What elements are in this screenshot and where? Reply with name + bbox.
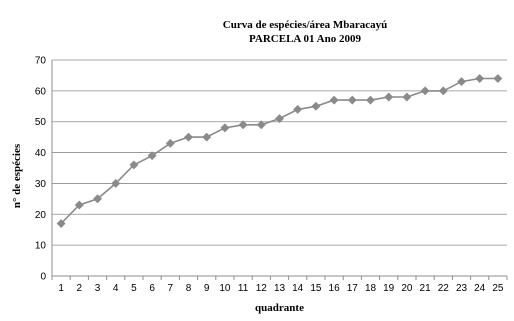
y-tick-label: 40 xyxy=(35,148,47,159)
x-tick-label: 25 xyxy=(492,283,504,294)
data-point-marker xyxy=(183,132,194,142)
gridlines xyxy=(52,59,507,246)
y-tick-label: 30 xyxy=(35,179,47,190)
x-tick-label: 19 xyxy=(383,283,395,294)
data-point-marker xyxy=(438,86,448,96)
chart-title-line1: Curva de espécies/área Mbaracayú xyxy=(223,19,387,31)
y-axis-title: n° de espécies xyxy=(11,143,23,208)
data-point-marker xyxy=(238,120,248,130)
x-tick-label: 11 xyxy=(238,283,249,294)
data-point-marker xyxy=(56,218,66,229)
data-point-marker xyxy=(293,104,303,114)
y-tick-label: 10 xyxy=(35,241,47,252)
x-axis-title: quadrante xyxy=(255,302,304,314)
data-point-marker xyxy=(384,92,394,102)
data-point-marker xyxy=(329,95,339,105)
x-tick-label: 16 xyxy=(329,283,341,294)
x-tick-label: 21 xyxy=(420,283,432,294)
x-tick-label: 12 xyxy=(256,283,268,294)
y-tick-label: 70 xyxy=(35,56,47,67)
series-line xyxy=(60,77,498,225)
y-tick-label: 60 xyxy=(35,86,47,97)
data-point-marker xyxy=(165,138,175,148)
x-tick-label: 13 xyxy=(274,283,286,294)
data-point-marker xyxy=(456,77,467,87)
data-markers xyxy=(56,73,503,229)
x-tick-labels: 1 2 3 4 5 6 7 8 9 10 11 12 13 14 15 16 17 18 19 20 21 22 23 24 2… xyxy=(58,283,504,294)
x-tick-label: 7 xyxy=(168,283,174,294)
data-point-marker xyxy=(274,114,285,124)
x-tick-label: 4 xyxy=(113,283,119,294)
x-tick-label: 3 xyxy=(95,283,101,294)
x-tick-label: 17 xyxy=(347,283,359,294)
data-point-marker xyxy=(311,101,321,111)
x-tick-label: 14 xyxy=(292,283,304,294)
data-point-marker xyxy=(129,160,139,170)
y-tick-label: 0 xyxy=(40,272,46,283)
x-tick-marks xyxy=(51,276,508,280)
x-tick-label: 23 xyxy=(456,283,468,294)
x-tick-label: 2 xyxy=(77,283,83,294)
y-tick-labels: 0 10 20 30 40 50 60 70 xyxy=(35,56,47,283)
y-tick-label: 50 xyxy=(35,117,47,128)
y-tick-label: 20 xyxy=(35,210,47,221)
data-point-marker xyxy=(202,132,212,142)
x-tick-label: 1 xyxy=(58,283,64,294)
data-point-marker xyxy=(256,120,266,130)
data-point-marker xyxy=(420,86,430,96)
data-point-marker xyxy=(402,92,412,102)
data-point-marker xyxy=(493,73,503,84)
data-point-marker xyxy=(74,200,84,210)
data-point-marker xyxy=(475,73,485,84)
data-point-marker xyxy=(365,95,376,105)
x-tick-label: 5 xyxy=(131,283,137,294)
x-tick-label: 20 xyxy=(401,283,413,294)
data-point-marker xyxy=(92,194,103,204)
x-tick-label: 24 xyxy=(474,283,486,294)
x-tick-label: 6 xyxy=(149,283,155,294)
data-point-marker xyxy=(220,123,230,133)
data-point-marker xyxy=(347,95,357,105)
x-tick-label: 22 xyxy=(438,283,450,294)
x-tick-label: 18 xyxy=(365,283,377,294)
x-tick-label: 9 xyxy=(204,283,210,294)
chart-title-line2: PARCELA 01 Ano 2009 xyxy=(249,33,361,45)
x-tick-label: 15 xyxy=(310,283,322,294)
data-point-marker xyxy=(147,151,157,161)
data-point-marker xyxy=(111,178,121,188)
x-tick-label: 10 xyxy=(219,283,231,294)
x-tick-label: 8 xyxy=(186,283,192,294)
